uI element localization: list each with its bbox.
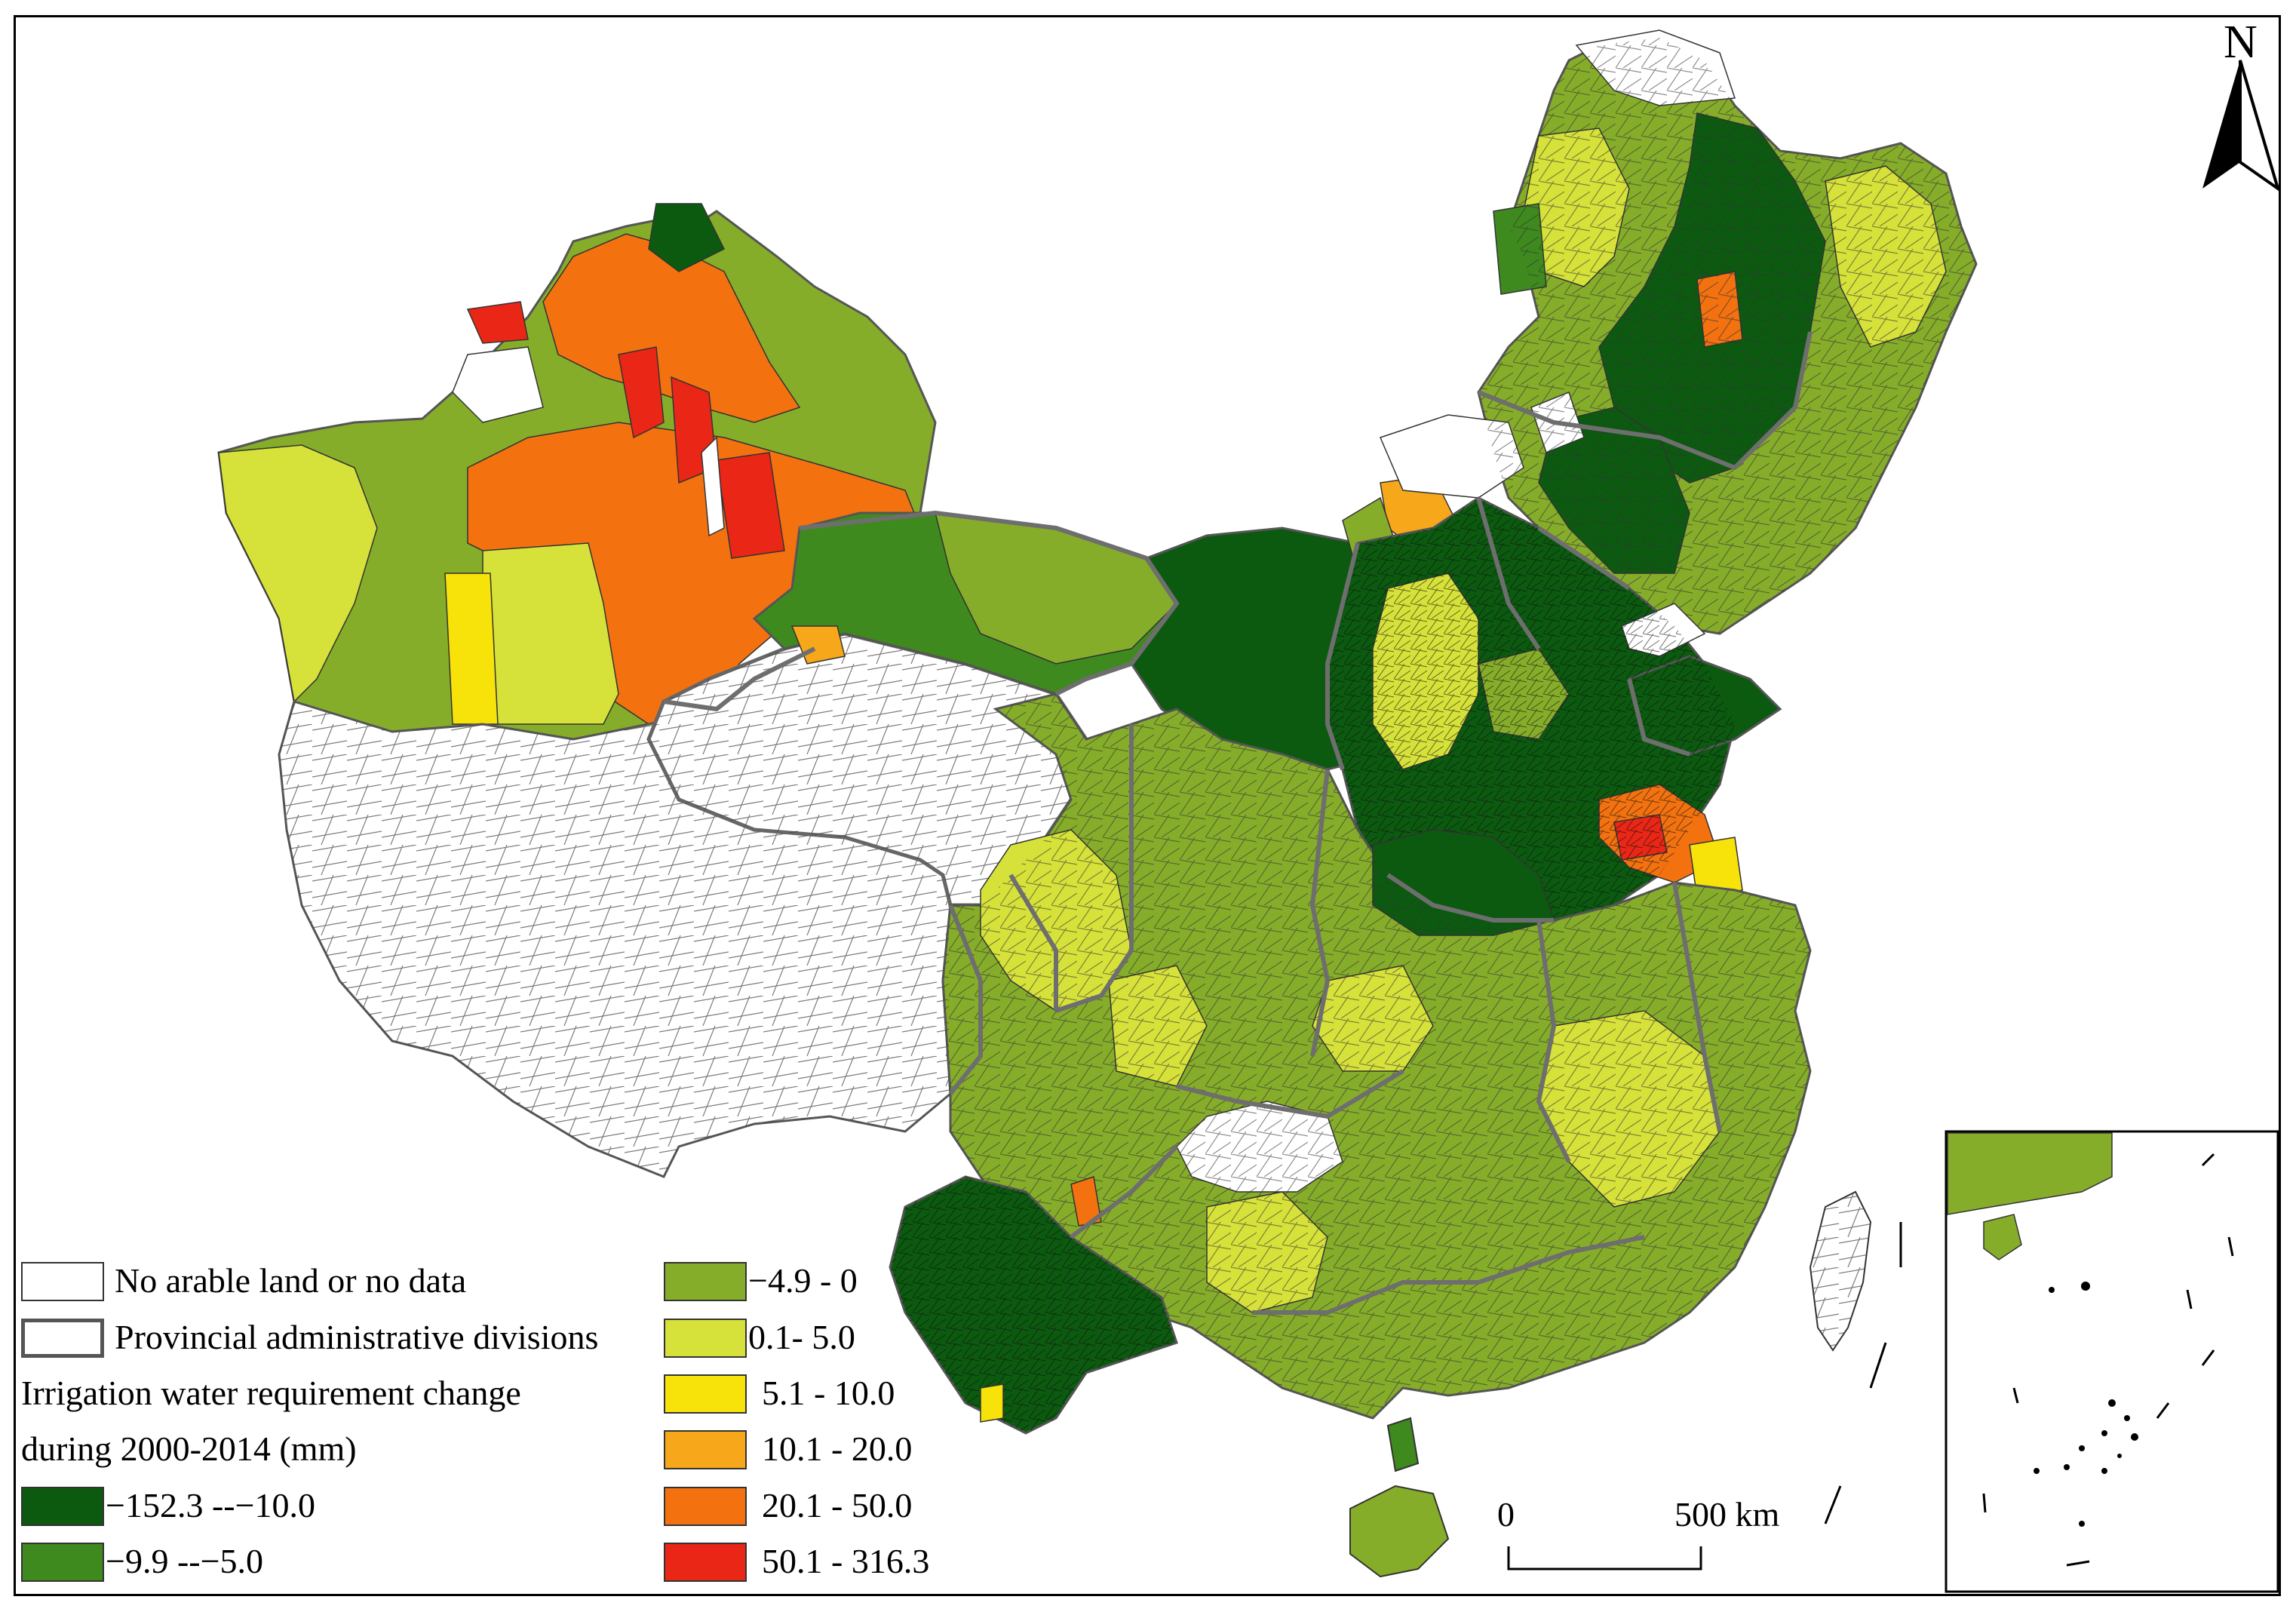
region-xinjiang-dgreen <box>648 203 726 272</box>
legend-swatch-no-data <box>21 1262 104 1301</box>
north-arrow-icon <box>2202 60 2281 192</box>
legend-label-class-5: 5.1 - 10.0 <box>762 1374 895 1412</box>
legend-swatch-class-1 <box>21 1487 104 1526</box>
region-xinjiang-red-3 <box>716 452 785 559</box>
legend-label-class-3: −4.9 - 0 <box>748 1261 858 1300</box>
south-china-sea-inset <box>1945 1130 2279 1593</box>
legend-swatch-class-7 <box>664 1487 747 1526</box>
legend-swatch-class-2 <box>21 1543 104 1582</box>
north-label: N <box>2224 17 2258 68</box>
legend-swatch-province <box>21 1319 104 1358</box>
region-xinjiang-orange-north <box>542 233 801 423</box>
yunnan-county-lines <box>890 1177 1177 1433</box>
region-xinjiang-ygreen-west <box>218 444 378 703</box>
legend-swatch-class-8 <box>664 1543 747 1582</box>
legend-label-class-1: −152.3 --−10.0 <box>106 1486 316 1524</box>
region-xinjiang-white-1 <box>452 346 544 423</box>
northeast-county-lines <box>1478 38 1976 634</box>
north-china-county-lines <box>1328 498 1735 920</box>
region-xinjiang-yellow <box>444 573 499 725</box>
legend-swatch-class-3 <box>664 1262 747 1301</box>
region-yunnan-yellow <box>980 1383 1004 1423</box>
scale-end-label: 500 km <box>1674 1495 1780 1534</box>
region-hainan <box>1349 1485 1450 1578</box>
region-jiangsu-yellow <box>1689 837 1743 898</box>
legend-label-class-6: 10.1 - 20.0 <box>762 1429 913 1468</box>
province-borders <box>663 331 1813 1315</box>
central-county-lines <box>943 694 1810 1418</box>
region-yunnan-orange <box>1070 1176 1102 1227</box>
region-xinjiang-red-1 <box>618 346 665 439</box>
legend-label-class-4: 0.1- 5.0 <box>748 1318 855 1356</box>
region-xinjiang-red-4 <box>466 301 529 344</box>
region-leizhou <box>1386 1417 1420 1472</box>
region-xinjiang-white-2 <box>701 436 725 537</box>
scale-bar <box>1507 1546 1702 1570</box>
legend-label-no-data: No arable land or no data <box>115 1261 467 1300</box>
legend-label-class-2: −9.9 --−5.0 <box>106 1542 264 1580</box>
legend-label-class-7: 20.1 - 50.0 <box>762 1486 913 1524</box>
legend-label-province: Provincial administrative divisions <box>115 1318 599 1356</box>
legend-swatch-class-5 <box>664 1374 747 1414</box>
qinghai-county-lines <box>649 634 1086 905</box>
legend-swatch-class-6 <box>664 1430 747 1469</box>
legend-title-line2: during 2000-2014 (mm) <box>21 1429 357 1468</box>
legend-title-line1: Irrigation water requirement change <box>21 1374 521 1412</box>
legend-swatch-class-4 <box>664 1319 747 1358</box>
legend-label-class-8: 50.1 - 316.3 <box>762 1542 930 1580</box>
scale-start-label: 0 <box>1497 1495 1515 1534</box>
taiwan-county-lines <box>1810 1192 1871 1350</box>
boundary-dashes <box>1824 1222 1902 1524</box>
